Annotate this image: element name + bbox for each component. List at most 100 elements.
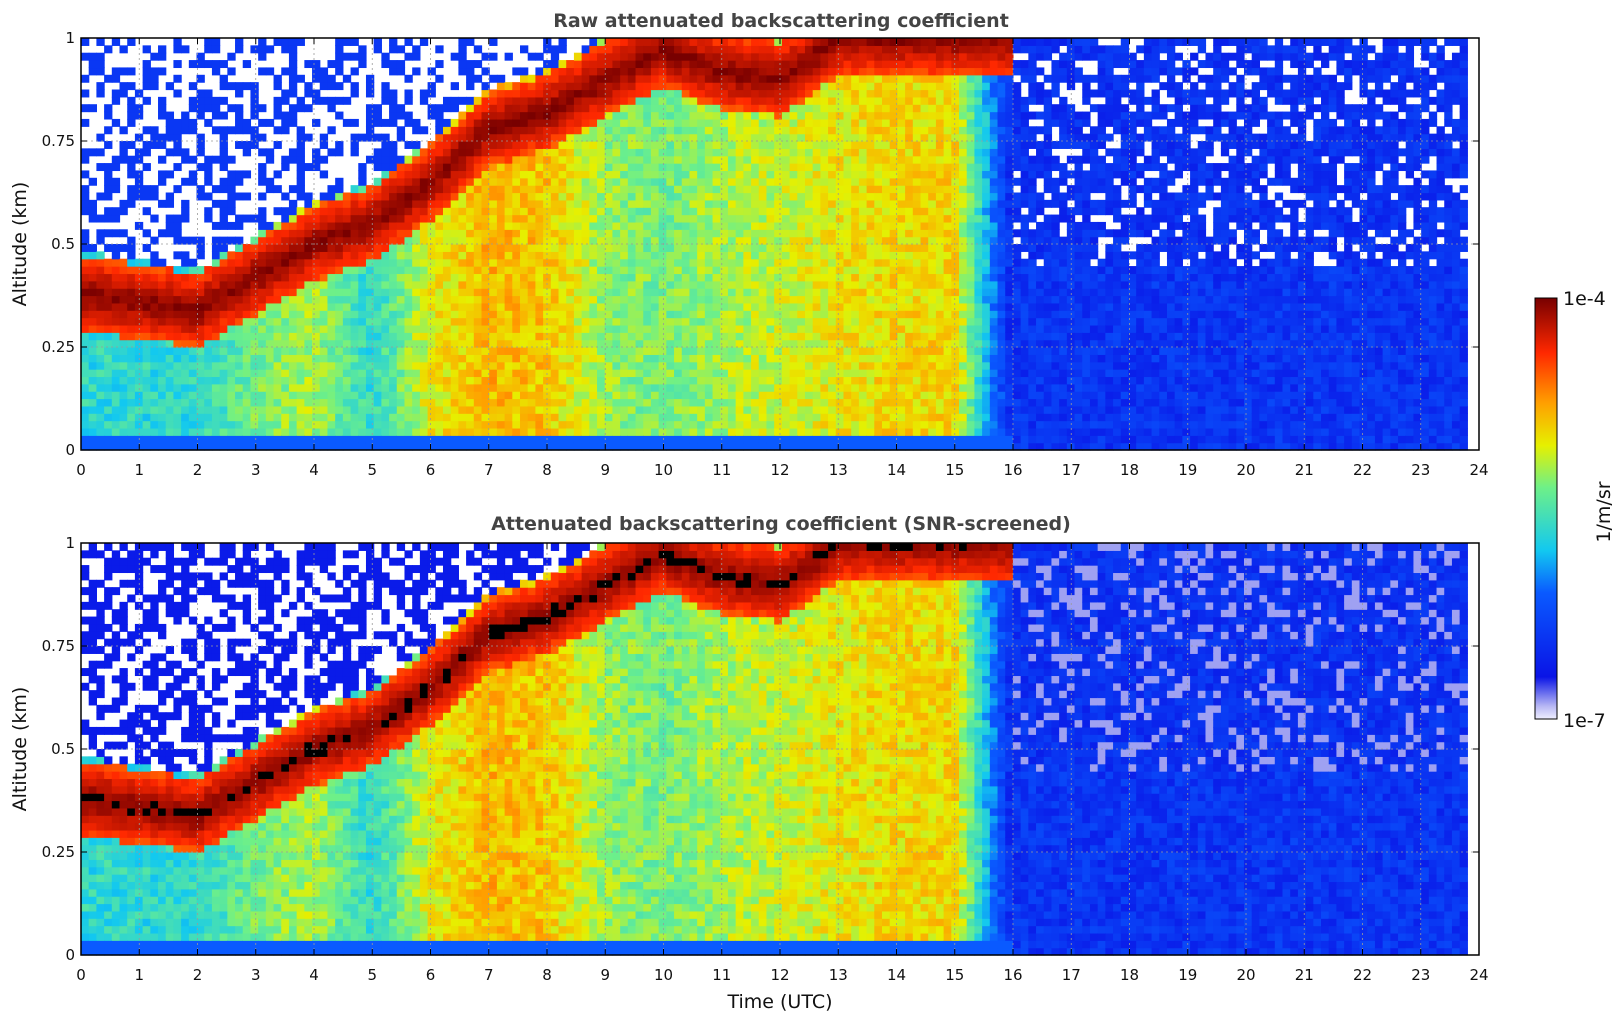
heatmap-cell (165, 111, 175, 120)
heatmap-cell (504, 126, 513, 135)
heatmap-cell (566, 185, 575, 194)
heatmap-cell (427, 266, 436, 275)
heatmap-cell (712, 442, 721, 451)
heatmap-cell (720, 376, 729, 385)
heatmap-cell (758, 38, 768, 46)
heatmap-cell (643, 383, 652, 392)
heatmap-cell (704, 244, 714, 252)
heatmap-cell (581, 317, 590, 326)
heatmap-cell (774, 354, 783, 363)
heatmap-cell (527, 177, 537, 186)
heatmap-cell (296, 413, 305, 422)
heatmap-cell (743, 45, 752, 54)
heatmap-cell (419, 383, 429, 392)
heatmap-cell (627, 369, 637, 378)
heatmap-cell (373, 185, 382, 194)
heatmap-cell (550, 45, 560, 54)
heatmap-cell (712, 347, 721, 355)
heatmap-cell (242, 148, 252, 157)
heatmap-cell (612, 111, 621, 120)
heatmap-cell (712, 339, 721, 348)
heatmap-cell (219, 155, 228, 164)
heatmap-cell (158, 229, 167, 238)
heatmap-cell (774, 236, 783, 245)
heatmap-cell (674, 82, 683, 91)
heatmap-cell (781, 60, 791, 69)
heatmap-cell (751, 317, 760, 326)
heatmap-cell (481, 177, 490, 186)
heatmap-cell (442, 229, 452, 238)
heatmap-cell (319, 317, 329, 326)
heatmap-cell (404, 155, 413, 164)
heatmap-cell (512, 347, 521, 355)
heatmap-cell (550, 376, 560, 385)
heatmap-cell (535, 369, 544, 378)
heatmap-cell (535, 324, 544, 333)
heatmap-cell (681, 82, 691, 91)
heatmap-cell (419, 214, 429, 223)
heatmap-cell (142, 383, 151, 392)
heatmap-cell (81, 295, 90, 304)
heatmap-cell (96, 82, 105, 91)
heatmap-cell (573, 104, 583, 113)
heatmap-cell (219, 427, 228, 436)
heatmap-cell (520, 354, 529, 363)
heatmap-cell (727, 170, 737, 179)
heatmap-cell (273, 420, 282, 429)
heatmap-cell (204, 288, 213, 297)
heatmap-cell (643, 442, 652, 451)
heatmap-cell (727, 148, 737, 157)
heatmap-cell (820, 111, 829, 120)
heatmap-cell (81, 38, 90, 46)
heatmap-cell (851, 354, 860, 363)
heatmap-cell (111, 177, 121, 186)
heatmap-cell (550, 347, 560, 355)
heatmap-cell (797, 185, 806, 194)
heatmap-cell (643, 427, 652, 436)
heatmap-cell (158, 391, 167, 400)
heatmap-cell (188, 302, 198, 311)
heatmap-cell (335, 273, 344, 282)
heatmap-cell (458, 221, 467, 230)
heatmap-cell (496, 420, 506, 429)
heatmap-cell (735, 280, 744, 289)
heatmap-cell (581, 354, 590, 363)
heatmap-cell (250, 111, 259, 120)
heatmap-cell (573, 288, 583, 297)
heatmap-cell (419, 207, 429, 216)
heatmap-cell (812, 214, 821, 223)
heatmap-cell (466, 244, 475, 252)
heatmap-cell (188, 82, 198, 91)
heatmap-cell (119, 126, 128, 135)
heatmap-cell (127, 369, 136, 378)
heatmap-cell (235, 435, 244, 444)
heatmap-cell (358, 442, 367, 451)
heatmap-cell (258, 413, 267, 422)
heatmap-cell (650, 391, 660, 400)
heatmap-cell (712, 199, 721, 208)
heatmap-cell (365, 207, 375, 216)
heatmap-cell (373, 354, 382, 363)
heatmap-cell (758, 398, 768, 407)
heatmap-cell (242, 347, 252, 355)
heatmap-cell (165, 229, 175, 238)
heatmap-cell (558, 118, 567, 127)
heatmap-cell (442, 413, 452, 422)
heatmap-cell (373, 420, 382, 429)
heatmap-cell (150, 214, 159, 223)
heatmap-cell (412, 324, 421, 333)
heatmap-cell (188, 435, 198, 444)
heatmap-cell (127, 104, 136, 113)
heatmap-cell (312, 347, 321, 355)
heatmap-cell (412, 118, 421, 127)
heatmap-cell (281, 163, 290, 172)
heatmap-cell (550, 435, 560, 444)
heatmap-cell (566, 369, 575, 378)
heatmap-cell (158, 273, 167, 282)
heatmap-cell (527, 148, 537, 157)
heatmap-cell (843, 192, 852, 201)
heatmap-cell (335, 177, 344, 186)
heatmap-cell (658, 38, 667, 46)
heatmap-cell (797, 118, 806, 127)
